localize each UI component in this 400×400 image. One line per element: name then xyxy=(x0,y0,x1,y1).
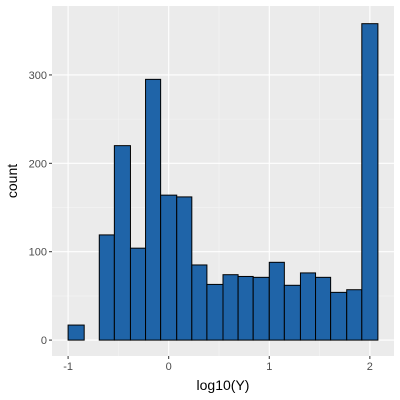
y-axis: 0 100 200 300 xyxy=(29,70,52,347)
histogram-bar xyxy=(330,291,348,341)
x-axis-title: log10(Y) xyxy=(197,377,250,393)
histogram-bar xyxy=(268,261,285,341)
histogram-bar xyxy=(315,276,332,341)
histogram-bar xyxy=(346,289,363,341)
histogram-bar xyxy=(283,284,301,341)
histogram-bar xyxy=(237,275,254,341)
y-tick-label: 0 xyxy=(41,335,47,347)
histogram-bar xyxy=(206,283,224,341)
x-tick-label: 2 xyxy=(367,361,373,373)
histogram-bar xyxy=(98,234,115,341)
x-tick-label: 0 xyxy=(166,361,172,373)
x-axis: -1 0 1 2 xyxy=(63,356,373,373)
histogram-bar xyxy=(252,276,270,341)
histogram-bar xyxy=(176,196,193,341)
histogram-bar xyxy=(145,78,162,341)
y-tick-label: 300 xyxy=(29,70,47,82)
histogram-bar xyxy=(222,274,239,341)
bars xyxy=(67,23,379,341)
histogram-bar xyxy=(160,194,178,341)
x-tick-label: 1 xyxy=(266,361,272,373)
x-tick-label: -1 xyxy=(63,361,73,373)
y-tick-label: 200 xyxy=(29,158,47,170)
histogram-bar xyxy=(361,23,379,341)
histogram-bar xyxy=(67,324,85,341)
histogram-bar xyxy=(191,264,208,341)
y-tick-label: 100 xyxy=(29,247,47,259)
y-axis-title: count xyxy=(4,164,20,198)
histogram-bar xyxy=(299,272,317,341)
histogram-bar xyxy=(113,145,131,341)
histogram-bar xyxy=(129,247,147,341)
